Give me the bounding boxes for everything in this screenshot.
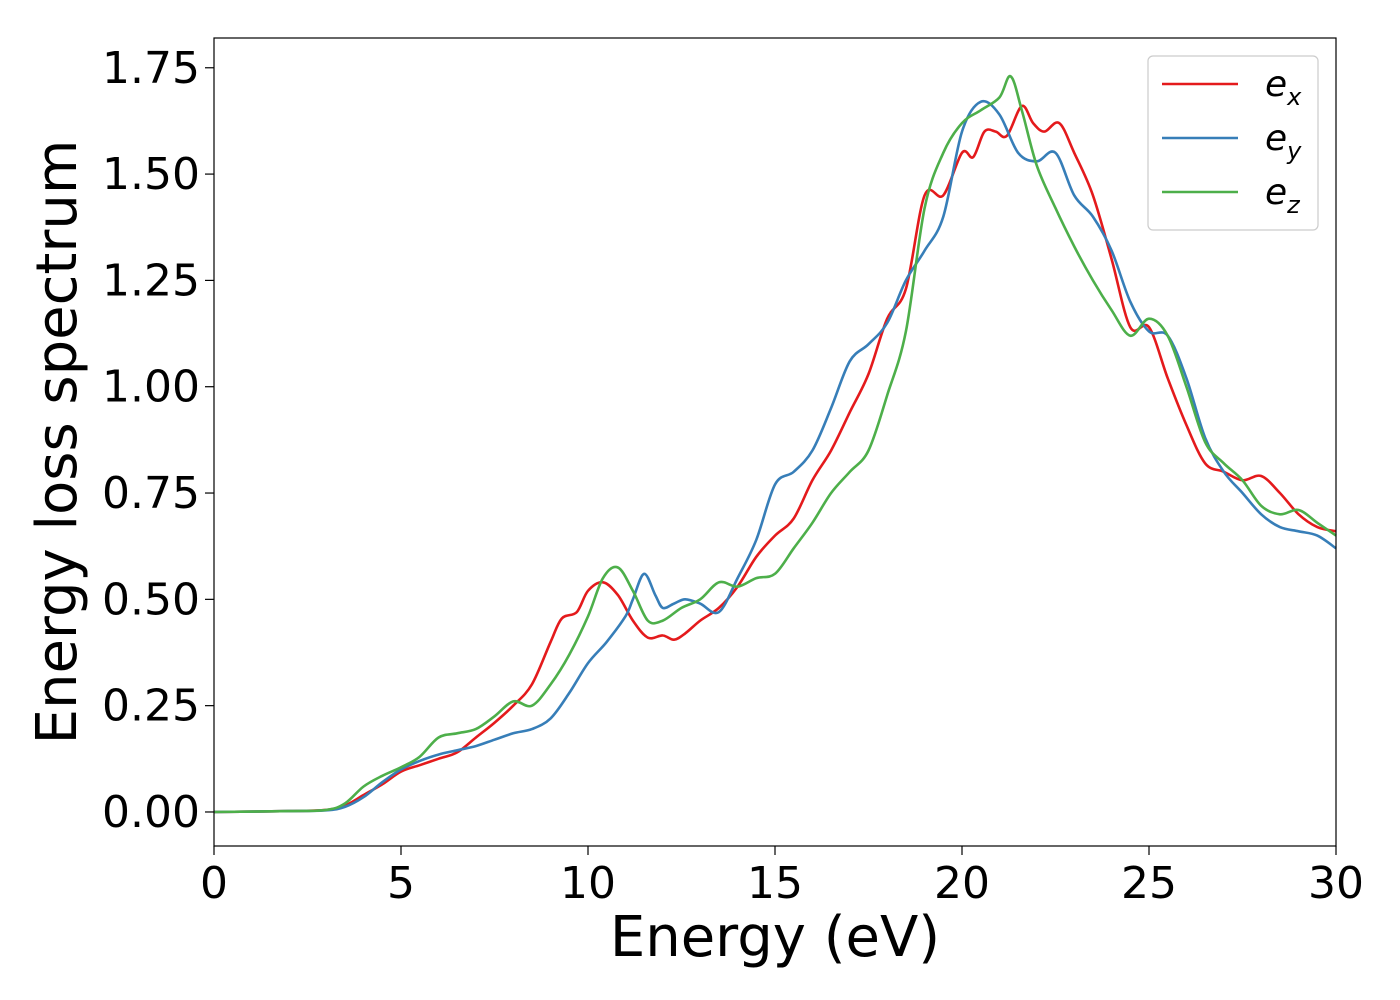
y-tick-label: 1.25 [102, 255, 200, 306]
y-tick-label: 1.00 [102, 362, 200, 413]
x-tick-label: 15 [747, 858, 803, 909]
y-axis-ticks: 0.00 0.25 0.50 0.75 1.00 1.25 1.50 1.75 [102, 43, 214, 838]
y-tick-label: 0.25 [102, 681, 200, 732]
x-tick-label: 20 [934, 858, 990, 909]
x-axis-ticks: 0 5 10 15 20 25 30 [200, 846, 1364, 909]
series-line-y [213, 99, 1337, 814]
y-tick-label: 0.50 [102, 574, 200, 625]
y-tick-label: 1.75 [102, 43, 200, 94]
plot-lines [213, 74, 1337, 814]
x-tick-label: 5 [387, 858, 415, 909]
legend-box [1147, 55, 1319, 231]
legend: ex ey ez [1147, 55, 1319, 231]
x-axis-label: Energy (eV) [610, 905, 940, 970]
legend-label-x: ex [1265, 64, 1302, 111]
x-tick-label: 30 [1308, 858, 1364, 909]
legend-label-y: ey [1265, 118, 1302, 165]
legend-label-z: ez [1265, 172, 1301, 219]
x-tick-label: 25 [1121, 858, 1177, 909]
y-tick-label: 1.50 [102, 149, 200, 200]
y-tick-label: 0.00 [102, 787, 200, 838]
x-tick-label: 10 [560, 858, 616, 909]
y-tick-label: 0.75 [102, 468, 200, 519]
x-tick-label: 0 [200, 858, 228, 909]
y-axis-label: Energy loss spectrum [25, 140, 90, 745]
series-line-z [213, 74, 1337, 814]
